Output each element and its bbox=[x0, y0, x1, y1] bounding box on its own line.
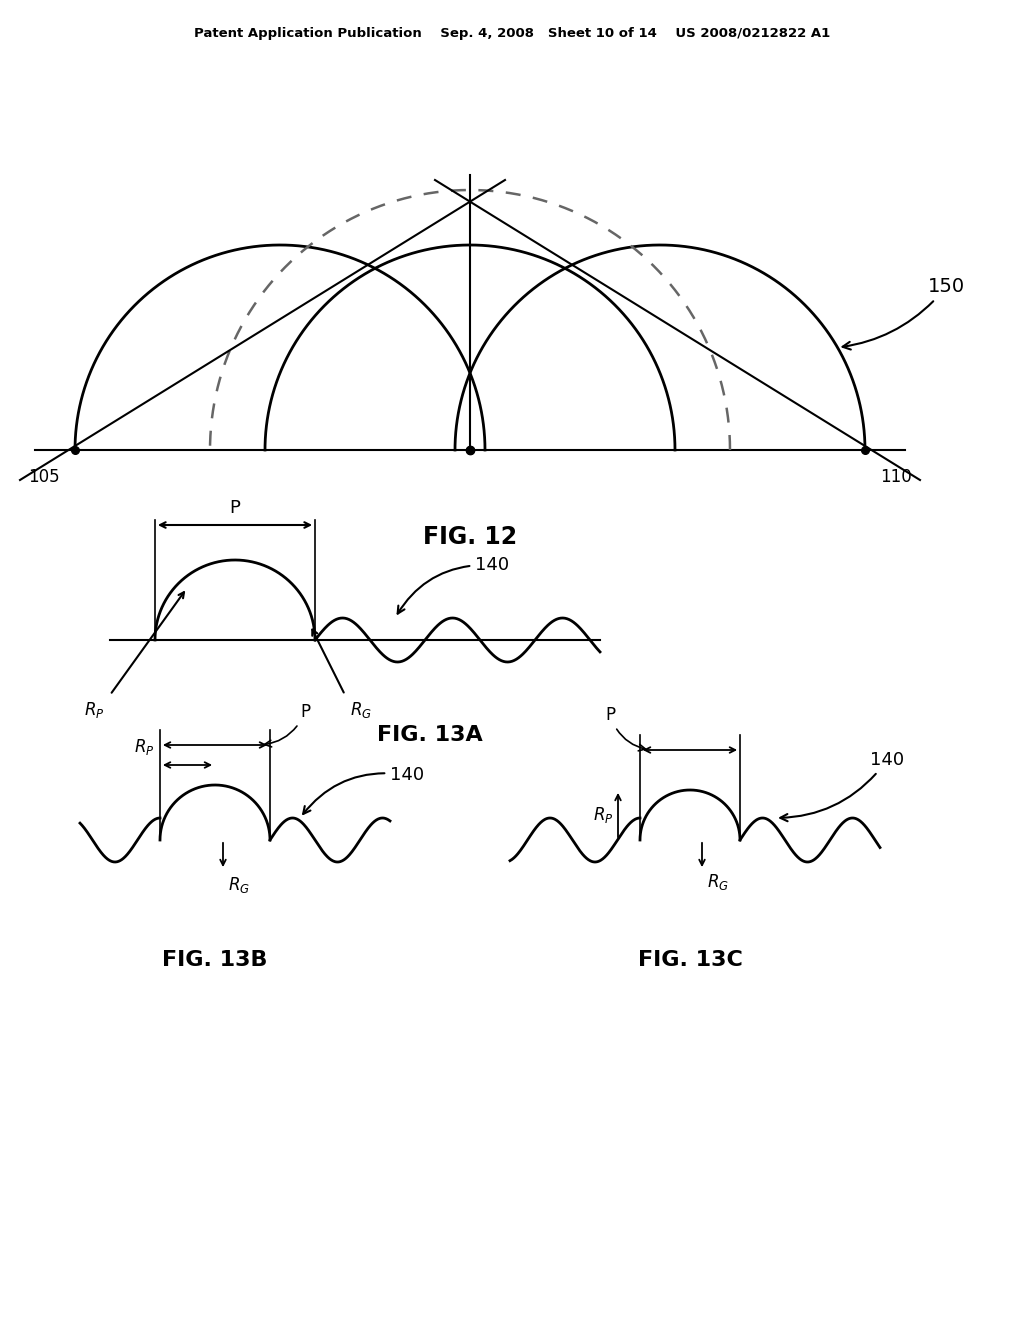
Text: FIG. 13B: FIG. 13B bbox=[162, 950, 267, 970]
Text: 140: 140 bbox=[397, 556, 509, 614]
Text: 140: 140 bbox=[303, 766, 424, 814]
Text: 110: 110 bbox=[880, 469, 911, 486]
Text: $R_P$: $R_P$ bbox=[84, 700, 105, 719]
Text: FIG. 13A: FIG. 13A bbox=[377, 725, 483, 744]
Text: $R_P$: $R_P$ bbox=[134, 737, 155, 756]
Text: 140: 140 bbox=[780, 751, 904, 821]
Text: $R_P$: $R_P$ bbox=[594, 805, 614, 825]
Text: FIG. 13C: FIG. 13C bbox=[638, 950, 742, 970]
Text: 150: 150 bbox=[843, 277, 965, 350]
Text: Patent Application Publication    Sep. 4, 2008   Sheet 10 of 14    US 2008/02128: Patent Application Publication Sep. 4, 2… bbox=[194, 26, 830, 40]
Text: FIG. 12: FIG. 12 bbox=[423, 525, 517, 549]
Text: $R_G$: $R_G$ bbox=[707, 873, 729, 892]
Text: 105: 105 bbox=[29, 469, 60, 486]
Text: P: P bbox=[264, 704, 310, 747]
Text: P: P bbox=[229, 499, 241, 517]
Text: $R_G$: $R_G$ bbox=[350, 700, 372, 719]
Text: $R_G$: $R_G$ bbox=[228, 875, 250, 895]
Text: P: P bbox=[605, 706, 645, 751]
